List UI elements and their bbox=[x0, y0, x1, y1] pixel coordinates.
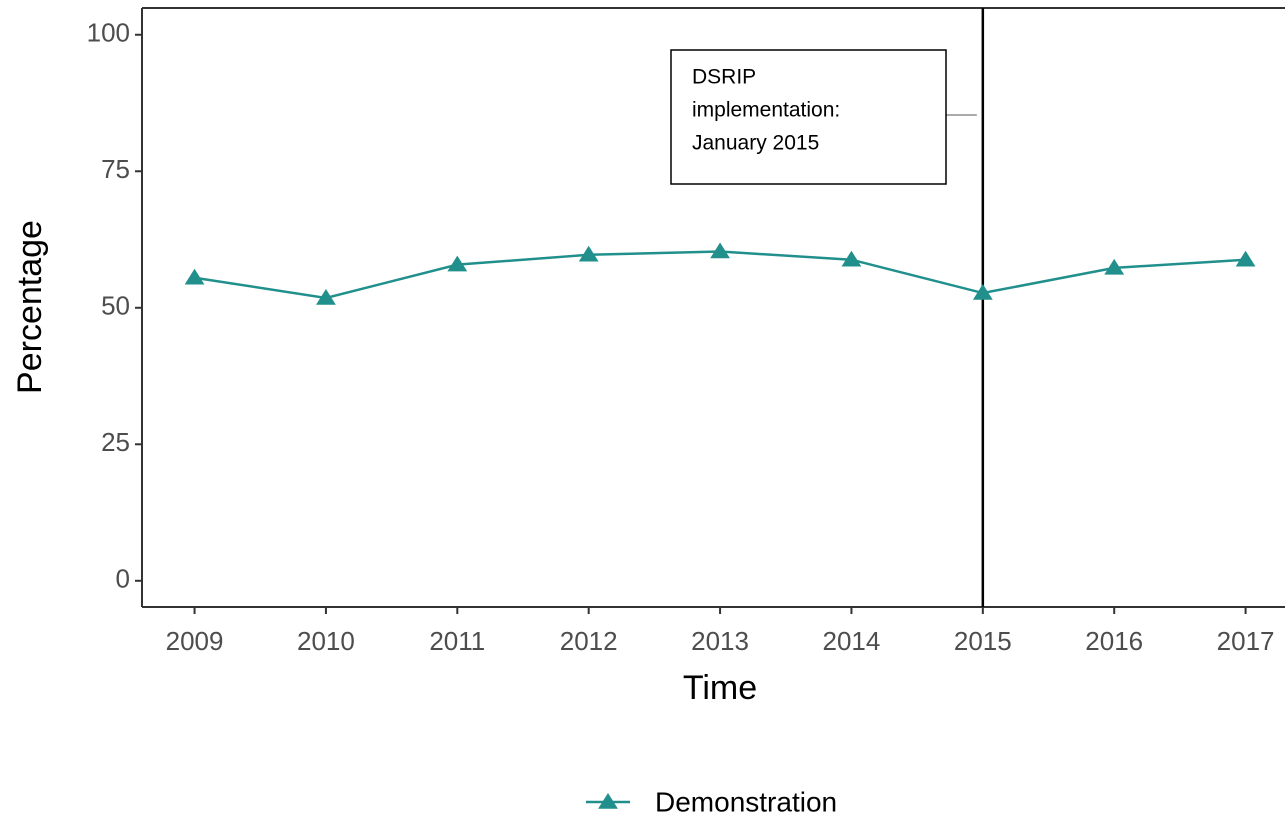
annotation-text: DSRIP bbox=[692, 66, 756, 89]
point-marker bbox=[447, 255, 468, 272]
annotation-text: implementation: bbox=[692, 99, 840, 122]
legend-marker bbox=[598, 793, 618, 809]
y-tick-label: 25 bbox=[101, 427, 130, 457]
x-axis-title: Time bbox=[683, 669, 757, 707]
point-marker bbox=[710, 242, 730, 259]
y-tick-label: 0 bbox=[116, 564, 130, 594]
annotation-text: January 2015 bbox=[692, 132, 819, 155]
point-marker bbox=[1104, 258, 1125, 275]
x-tick-label: 2013 bbox=[691, 626, 749, 656]
point-marker bbox=[578, 245, 599, 262]
point-marker bbox=[184, 268, 205, 285]
x-tick-label: 2010 bbox=[297, 626, 355, 656]
x-tick-label: 2011 bbox=[429, 626, 485, 656]
y-tick-label: 50 bbox=[101, 291, 130, 321]
series-line bbox=[194, 250, 1246, 300]
x-tick-label: 2009 bbox=[166, 626, 224, 656]
y-tick-label: 75 bbox=[101, 154, 130, 184]
x-tick-label: 2015 bbox=[954, 626, 1012, 656]
x-tick-label: 2012 bbox=[560, 626, 618, 656]
point-marker bbox=[1235, 250, 1256, 267]
x-tick-label: 2016 bbox=[1085, 626, 1143, 656]
y-axis-title: Percentage bbox=[11, 220, 49, 394]
point-marker bbox=[972, 284, 993, 300]
x-tick-label: 2017 bbox=[1217, 626, 1275, 656]
point-marker bbox=[841, 250, 862, 267]
point-marker bbox=[316, 288, 336, 305]
legend-label: Demonstration bbox=[655, 786, 837, 817]
x-tick-label: 2014 bbox=[823, 626, 881, 656]
y-tick-label: 100 bbox=[87, 18, 130, 48]
annotation-box bbox=[670, 49, 947, 185]
